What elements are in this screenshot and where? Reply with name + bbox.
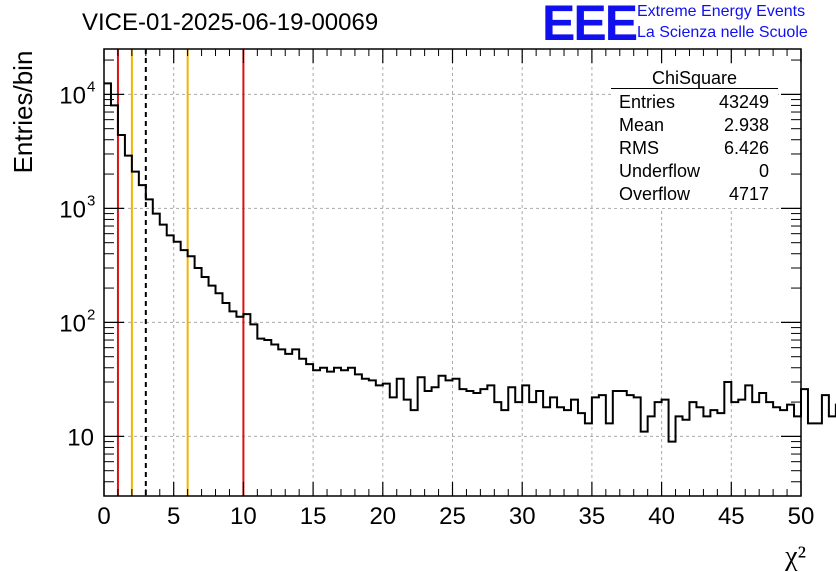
logo-tagline-1: Extreme Energy Events [637,3,806,20]
stats-label: RMS [619,138,659,158]
stats-row-entries: Entries 43249 [619,92,769,113]
x-tick-label: 50 [788,503,815,530]
histogram-line [104,82,836,443]
x-tick-label: 30 [509,503,536,530]
stats-row-rms: RMS 6.426 [619,138,769,159]
threshold-lines [116,49,245,496]
x-tick-label: 40 [648,503,675,530]
y-tick-label: 10 [59,196,86,223]
x-tick-label: 10 [230,503,257,530]
x-tick-label: 25 [439,503,466,530]
x-tick-label: 45 [718,503,745,530]
x-tick-label: 20 [369,503,396,530]
stats-label: Mean [619,115,665,135]
stats-divider [611,88,778,89]
y-tick-label: 10 [59,310,86,337]
stats-label: Entries [619,92,676,112]
stats-value: 2.938 [723,115,769,135]
stats-label: Underflow [619,161,701,181]
stats-box: ChiSquare Entries 43249 Mean 2.938 RMS 6… [611,66,778,208]
stats-value: 6.426 [723,138,769,158]
eee-logo: EEE [542,0,638,51]
stats-label: Overflow [619,184,691,204]
x-tick-label: 0 [97,503,110,530]
axis-ticks [103,49,802,497]
stats-value: 0 [758,161,769,181]
x-tick-label: 5 [167,503,180,530]
x-tick-label: 15 [300,503,327,530]
x-tick-label: 35 [579,503,606,530]
stats-row-overflow: Overflow 4717 [619,184,769,205]
logo-tagline-2: La Scienza nelle Scuole [637,24,808,41]
y-tick-label: 10 [67,424,94,451]
x-tick-labels: 0 5 10 15 20 25 30 35 40 45 50 [97,503,814,530]
stats-row-underflow: Underflow 0 [619,161,769,182]
stats-row-mean: Mean 2.938 [619,115,769,136]
stats-value: 43249 [718,92,769,112]
y-axis-label: Entries/bin [8,51,38,174]
y-tick-exponent: 2 [87,306,95,323]
x-axis-label: χ² [784,541,806,572]
y-tick-exponent: 4 [87,78,95,95]
run-title: VICE-01-2025-06-19-00069 [82,9,379,36]
stats-title: ChiSquare [651,68,738,88]
y-tick-exponent: 3 [87,192,95,209]
stats-value: 4717 [728,184,769,204]
y-tick-label: 10 [59,82,86,109]
